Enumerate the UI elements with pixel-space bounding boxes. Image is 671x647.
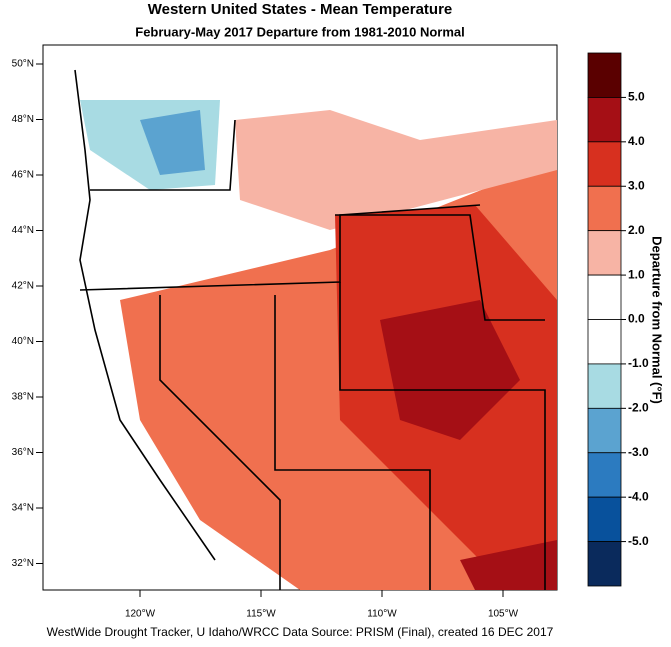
lat-label: 42°N (12, 281, 34, 292)
colorbar-bin (587, 541, 622, 587)
colorbar-label: 1.0 (628, 267, 645, 281)
border (159, 295, 281, 590)
title: Western United States - Mean Temperature (148, 1, 453, 18)
colorbar-label: 3.0 (628, 178, 645, 192)
colorbar-bin (587, 274, 622, 320)
lon-axis: 120°W 115°W 110°W 105°W (125, 590, 519, 620)
lat-label: 34°N (12, 503, 34, 514)
lon-label: 110°W (367, 609, 397, 620)
colorbar-bin (587, 407, 622, 454)
colorbar-bin (587, 452, 622, 498)
subtitle: February-May 2017 Departure from 1981-20… (135, 24, 464, 39)
lon-label: 115°W (246, 609, 276, 620)
lat-label: 40°N (12, 336, 34, 347)
colorbar-label: -3.0 (628, 445, 649, 459)
colorbar-title: Departure from Normal (°F) (650, 236, 665, 404)
lat-label: 32°N (12, 558, 34, 569)
lon-label: 105°W (488, 609, 519, 620)
lat-label: 44°N (12, 225, 34, 236)
lat-label: 38°N (12, 392, 34, 403)
border (339, 282, 546, 590)
colorbar-bin (587, 230, 622, 276)
colorbar-label: -4.0 (628, 489, 649, 503)
lat-label: 48°N (12, 114, 34, 125)
colorbar-label: -5.0 (628, 534, 649, 548)
colorbar-bin (587, 185, 622, 232)
border (90, 119, 236, 191)
lat-axis: 50°N 48°N 46°N 44°N 42°N 40°N 38°N 36°N 34°N 32°N (12, 59, 43, 569)
footer: WestWide Drought Tracker, U Idaho/WRCC D… (47, 625, 554, 639)
colorbar-bin (587, 97, 622, 143)
border (79, 204, 481, 291)
mild-region (235, 110, 557, 230)
coastline (74, 69, 216, 561)
lat-label: 46°N (12, 170, 34, 181)
map-area (42, 44, 558, 591)
colorbar-bin (587, 52, 622, 98)
cooler-region (140, 110, 205, 175)
hottest-region (380, 300, 520, 440)
colorbar-label: 4.0 (628, 134, 645, 148)
colorbar-label: -1.0 (628, 356, 649, 370)
lat-label: 36°N (12, 447, 34, 458)
lon-label: 120°W (125, 609, 156, 620)
colorbar-bin (587, 496, 622, 542)
colorbar-bin (587, 363, 622, 409)
colorbar-label: 0.0 (628, 312, 645, 326)
colorbar-bin (587, 319, 622, 365)
colorbar: 5.0 4.0 3.0 2.0 1.0 0.0 -1.0 -2.0 -3.0 -4.0 -5.0 (587, 52, 649, 587)
colorbar-label: -2.0 (628, 401, 649, 415)
hottest-south (460, 540, 557, 590)
colorbar-label: 5.0 (628, 90, 645, 104)
colorbar-label: 2.0 (628, 223, 645, 237)
border (335, 214, 545, 321)
colorbar-bin (587, 141, 622, 187)
border (274, 295, 431, 590)
lat-label: 50°N (12, 59, 34, 70)
